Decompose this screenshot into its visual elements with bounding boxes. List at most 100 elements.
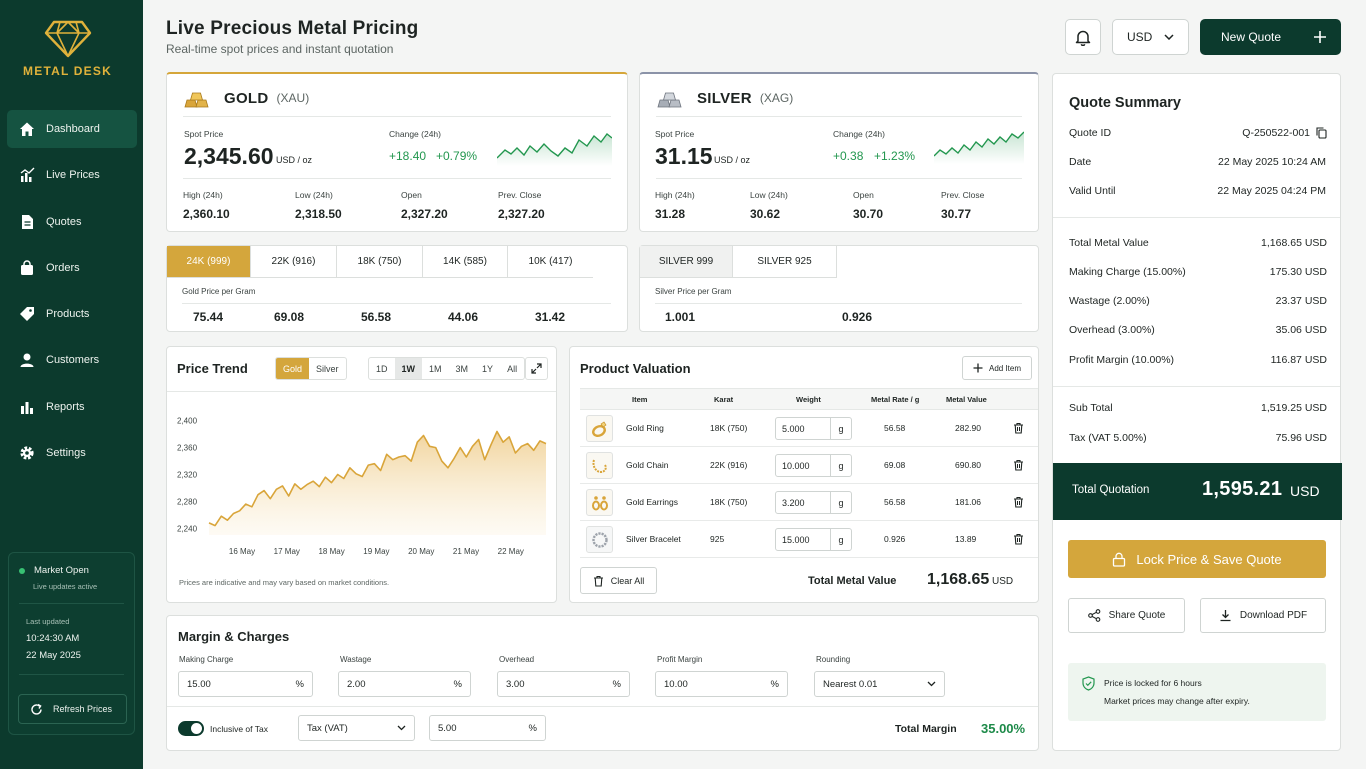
tax-value: 75.96 USD <box>1275 432 1327 444</box>
inclusive-tax-toggle[interactable] <box>178 721 204 736</box>
sidebar-item-orders[interactable]: Orders <box>7 249 137 287</box>
expand-chart-button[interactable] <box>525 357 548 380</box>
y-tick-label: 2,240 <box>177 524 198 533</box>
range-1d[interactable]: 1D <box>376 363 388 374</box>
lock-price-save-quote-button[interactable]: Lock Price & Save Quote <box>1068 540 1326 578</box>
prev-close-label: Prev. Close <box>498 190 542 200</box>
y-tick-label: 2,360 <box>177 444 198 453</box>
tax-type-select[interactable]: Tax (VAT) <box>298 715 415 741</box>
margin-charges-title: Margin & Charges <box>178 629 290 644</box>
col-rate: Metal Rate / g <box>871 395 920 404</box>
weight-input[interactable]: 10.000 g <box>775 454 852 477</box>
page-subtitle: Real-time spot prices and instant quotat… <box>166 42 394 56</box>
weight-input[interactable]: 5.000 g <box>775 417 852 440</box>
line-value: 23.37 USD <box>1275 295 1327 307</box>
trash-icon[interactable] <box>1013 422 1024 434</box>
copy-icon[interactable] <box>1316 127 1327 139</box>
notifications-button[interactable] <box>1065 19 1101 55</box>
high-label: High (24h) <box>183 190 223 200</box>
sidebar-item-customers[interactable]: Customers <box>7 341 137 379</box>
market-status: Market Open <box>19 565 89 576</box>
tab-22k[interactable]: 22K (916) <box>251 246 337 277</box>
tab-silver-999[interactable]: SILVER 999 <box>640 246 733 277</box>
price-trend-card: Price Trend Gold Silver 1D 1W 1M 3M 1Y A… <box>166 346 557 603</box>
making-charge-input[interactable]: 15.00% <box>178 671 313 697</box>
tag-icon <box>19 306 35 322</box>
x-tick-label: 16 May <box>229 547 255 556</box>
last-updated-label: Last updated <box>26 617 70 626</box>
new-quote-button[interactable]: New Quote <box>1200 19 1341 55</box>
rounding-select[interactable]: Nearest 0.01 <box>814 671 945 697</box>
add-item-button[interactable]: Add Item <box>962 356 1032 380</box>
toggle-silver[interactable]: Silver <box>316 363 339 374</box>
sidebar-item-label: Customers <box>46 354 100 367</box>
gold-change-pct: +0.79% <box>436 149 478 163</box>
silver-open: 30.70 <box>853 207 884 221</box>
price-lock-notice: Price is locked for 6 hours Market price… <box>1068 663 1326 721</box>
line-value: 116.87 USD <box>1270 354 1327 366</box>
plus-icon <box>1314 31 1326 43</box>
sidebar-item-quotes[interactable]: Quotes <box>7 203 137 241</box>
report-icon <box>19 399 35 415</box>
toggle-gold[interactable]: Gold <box>276 358 310 379</box>
tab-14k[interactable]: 14K (585) <box>423 246 508 277</box>
share-icon <box>1087 609 1101 622</box>
overhead-input[interactable]: 3.00% <box>497 671 630 697</box>
trash-icon[interactable] <box>1013 533 1024 545</box>
share-quote-button[interactable]: Share Quote <box>1068 598 1185 633</box>
table-row: Gold Earrings 18K (750) 3.200 g 56.58 181… <box>580 484 1038 521</box>
x-tick-label: 21 May <box>453 547 479 556</box>
item-rate: 56.58 <box>884 423 906 433</box>
sidebar-item-dashboard[interactable]: Dashboard <box>7 110 137 148</box>
download-pdf-button[interactable]: Download PDF <box>1200 598 1326 633</box>
silver-change-pct: +1.23% <box>874 149 916 163</box>
divider <box>1053 386 1340 387</box>
tab-10k[interactable]: 10K (417) <box>528 256 573 267</box>
gold-24k-price: 75.44 <box>193 310 224 324</box>
trash-icon[interactable] <box>1013 496 1024 508</box>
metal-toggle: Gold Silver <box>275 357 347 380</box>
bell-icon <box>1075 30 1091 46</box>
gold-18k-price: 56.58 <box>361 310 392 324</box>
tab-24k[interactable]: 24K (999) <box>167 246 251 277</box>
gold-10k-price: 31.42 <box>535 310 566 324</box>
profit-margin-input[interactable]: 10.00% <box>655 671 788 697</box>
tab-18k[interactable]: 18K (750) <box>337 246 423 277</box>
range-1y[interactable]: 1Y <box>482 363 494 374</box>
currency-select[interactable]: USD <box>1112 19 1189 55</box>
range-1m[interactable]: 1M <box>429 363 442 374</box>
wastage-input[interactable]: 2.00% <box>338 671 471 697</box>
clear-all-button[interactable]: Clear All <box>580 567 657 594</box>
trash-icon[interactable] <box>1013 459 1024 471</box>
item-rate: 0.926 <box>884 534 906 544</box>
tab-silver-925[interactable]: SILVER 925 <box>733 246 837 277</box>
silver-bars-icon <box>657 92 682 108</box>
table-row: Gold Ring 18K (750) 5.000 g 56.58 282.90 <box>580 410 1038 447</box>
earrings-icon <box>586 489 613 516</box>
sidebar-item-live-prices[interactable]: Live Prices <box>7 156 137 194</box>
metal-code: (XAG) <box>759 91 794 105</box>
diamond-logo-icon <box>44 20 91 58</box>
sidebar-item-label: Settings <box>46 447 86 460</box>
weight-input[interactable]: 15.000 g <box>775 528 852 551</box>
total-margin-label: Total Margin <box>895 723 957 735</box>
gold-per-gram-label: Gold Price per Gram <box>182 287 256 296</box>
sidebar: METAL DESK Dashboard Live Prices Quotes … <box>0 0 143 769</box>
status-dot-icon <box>19 567 25 574</box>
range-1w[interactable]: 1W <box>394 358 423 379</box>
sidebar-item-settings[interactable]: Settings <box>7 434 137 472</box>
sidebar-item-products[interactable]: Products <box>7 295 137 333</box>
weight-input[interactable]: 3.200 g <box>775 491 852 514</box>
x-tick-label: 22 May <box>498 547 524 556</box>
silver-grade-tabs: SILVER 999 SILVER 925 <box>640 246 837 278</box>
sidebar-item-reports[interactable]: Reports <box>7 388 137 426</box>
open-label: Open <box>401 190 422 200</box>
range-all[interactable]: All <box>507 363 518 374</box>
tax-rate-input[interactable]: 5.00% <box>429 715 546 741</box>
range-3m[interactable]: 3M <box>455 363 469 374</box>
silver-price-card: SILVER (XAG) Spot Price 31.15 USD / oz C… <box>639 72 1039 232</box>
sidebar-item-label: Dashboard <box>46 123 100 135</box>
y-tick-label: 2,320 <box>177 471 198 480</box>
metal-name: GOLD <box>224 89 269 107</box>
refresh-prices-button[interactable]: Refresh Prices <box>18 694 127 724</box>
